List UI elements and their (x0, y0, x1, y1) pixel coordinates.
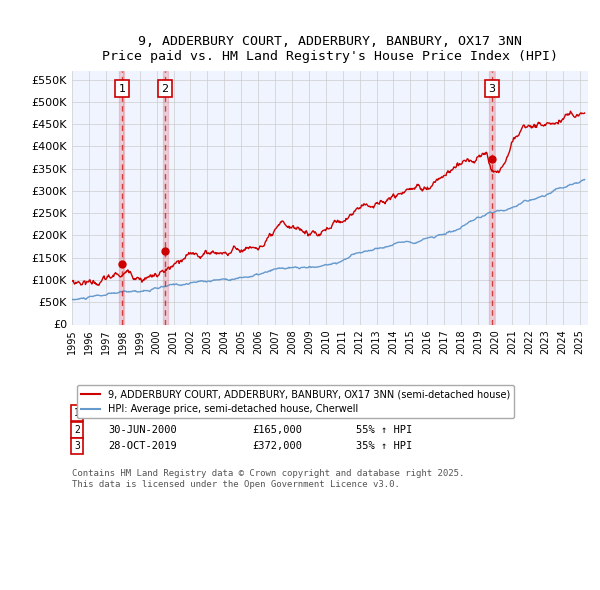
Text: 3: 3 (74, 441, 80, 451)
Text: 1: 1 (118, 84, 125, 94)
Title: 9, ADDERBURY COURT, ADDERBURY, BANBURY, OX17 3NN
Price paid vs. HM Land Registry: 9, ADDERBURY COURT, ADDERBURY, BANBURY, … (102, 35, 558, 63)
Text: £165,000: £165,000 (253, 425, 302, 435)
Text: £372,000: £372,000 (253, 441, 302, 451)
Legend: 9, ADDERBURY COURT, ADDERBURY, BANBURY, OX17 3NN (semi-detached house), HPI: Ave: 9, ADDERBURY COURT, ADDERBURY, BANBURY, … (77, 385, 514, 418)
Text: Contains HM Land Registry data © Crown copyright and database right 2025.
This d: Contains HM Land Registry data © Crown c… (72, 469, 464, 489)
Text: 30-JUN-2000: 30-JUN-2000 (108, 425, 177, 435)
Text: 1: 1 (74, 408, 80, 418)
Text: 12-DEC-1997: 12-DEC-1997 (108, 408, 177, 418)
Bar (163, 71, 167, 324)
Text: 28-OCT-2019: 28-OCT-2019 (108, 441, 177, 451)
Text: 3: 3 (488, 84, 496, 94)
Bar (490, 71, 494, 324)
Text: 35% ↑ HPI: 35% ↑ HPI (356, 441, 412, 451)
Bar (119, 71, 124, 324)
Text: 2: 2 (74, 425, 80, 435)
Text: £135,000: £135,000 (253, 408, 302, 418)
Text: 82% ↑ HPI: 82% ↑ HPI (356, 408, 412, 418)
Text: 2: 2 (161, 84, 169, 94)
Text: 55% ↑ HPI: 55% ↑ HPI (356, 425, 412, 435)
